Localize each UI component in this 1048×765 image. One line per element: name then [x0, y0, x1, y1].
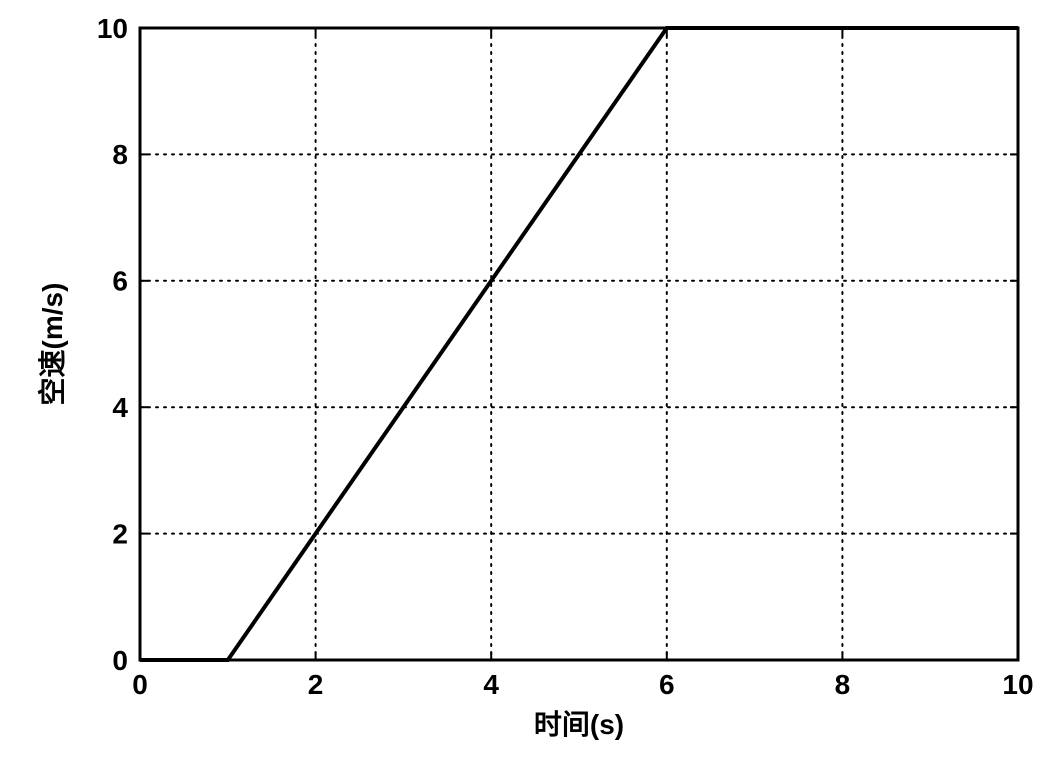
x-tick-label: 8 [835, 669, 851, 700]
y-tick-label: 0 [112, 645, 128, 676]
y-tick-label: 2 [112, 518, 128, 549]
x-tick-label: 6 [659, 669, 675, 700]
x-tick-label: 2 [308, 669, 324, 700]
y-axis-label: 空速(m/s) [36, 283, 68, 406]
x-axis-label: 时间(s) [534, 709, 624, 740]
x-tick-label: 4 [483, 669, 499, 700]
x-tick-label: 10 [1002, 669, 1033, 700]
y-tick-label: 10 [97, 13, 128, 44]
y-tick-label: 6 [112, 266, 128, 297]
chart-container: 0 2 4 6 8 10 0 2 4 6 8 10 时间(s) 空速(m/s) [0, 0, 1048, 765]
y-tick-label: 8 [112, 139, 128, 170]
line-chart: 0 2 4 6 8 10 0 2 4 6 8 10 时间(s) 空速(m/s) [0, 0, 1048, 765]
y-tick-label: 4 [112, 392, 128, 423]
x-tick-label: 0 [132, 669, 148, 700]
